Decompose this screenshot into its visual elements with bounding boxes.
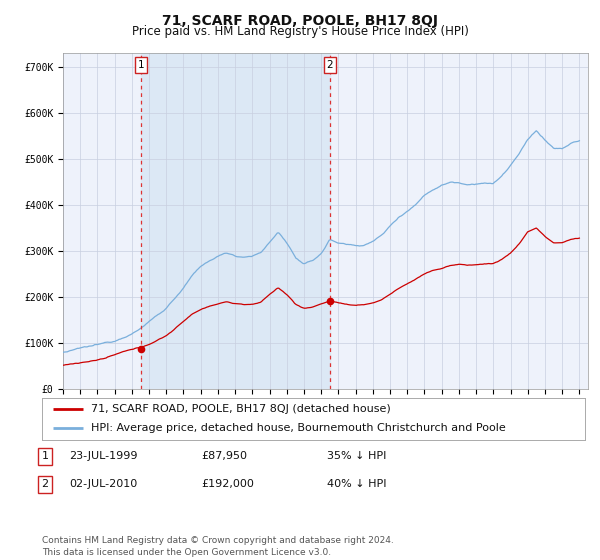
- Text: Price paid vs. HM Land Registry's House Price Index (HPI): Price paid vs. HM Land Registry's House …: [131, 25, 469, 38]
- Text: £87,950: £87,950: [201, 451, 247, 461]
- Text: 71, SCARF ROAD, POOLE, BH17 8QJ (detached house): 71, SCARF ROAD, POOLE, BH17 8QJ (detache…: [91, 404, 391, 414]
- Text: 35% ↓ HPI: 35% ↓ HPI: [327, 451, 386, 461]
- Text: 2: 2: [326, 60, 333, 70]
- Bar: [142, 53, 330, 389]
- Text: £192,000: £192,000: [201, 479, 254, 489]
- Text: 1: 1: [41, 451, 49, 461]
- Text: 2: 2: [41, 479, 49, 489]
- Text: HPI: Average price, detached house, Bournemouth Christchurch and Poole: HPI: Average price, detached house, Bour…: [91, 423, 506, 433]
- Text: 71, SCARF ROAD, POOLE, BH17 8QJ: 71, SCARF ROAD, POOLE, BH17 8QJ: [162, 14, 438, 28]
- Text: Contains HM Land Registry data © Crown copyright and database right 2024.
This d: Contains HM Land Registry data © Crown c…: [42, 536, 394, 557]
- Text: 1: 1: [138, 60, 145, 70]
- Text: 23-JUL-1999: 23-JUL-1999: [69, 451, 137, 461]
- Text: 02-JUL-2010: 02-JUL-2010: [69, 479, 137, 489]
- Text: 40% ↓ HPI: 40% ↓ HPI: [327, 479, 386, 489]
